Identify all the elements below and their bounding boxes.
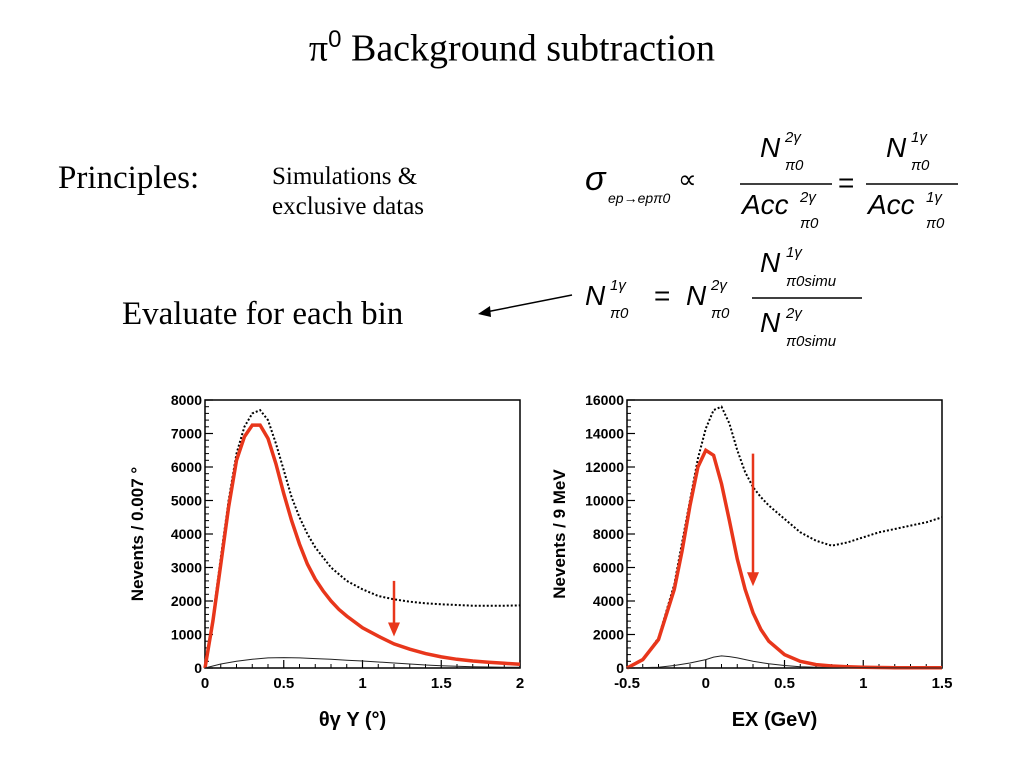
eq2-n-mid-sup: 2γ <box>710 277 728 294</box>
evaluate-text: Evaluate for each bin <box>122 296 404 332</box>
simulations-text: Simulations & exclusive datas <box>272 163 425 220</box>
y-tick-label: 2000 <box>593 627 624 643</box>
y-tick-label: 8000 <box>171 392 202 408</box>
y-tick-label: 10000 <box>585 493 624 509</box>
evaluate-arrow-head <box>478 306 491 317</box>
eq-n-num1: N <box>760 132 781 163</box>
principles-label: Principles: <box>58 160 200 196</box>
x-tick-label: 2 <box>516 675 524 692</box>
y-tick-label: 4000 <box>171 526 202 542</box>
y-tick-label: 6000 <box>593 560 624 576</box>
title-sup: 0 <box>328 26 342 53</box>
chart-frame-1 <box>626 399 943 669</box>
y-axis-label: Nevents / 0.007 ° <box>128 467 147 602</box>
y-tick-label: 2000 <box>171 593 202 609</box>
eq2-n-left-sub: π0 <box>610 305 629 322</box>
eq-n-num2-sup: 1γ <box>911 129 928 146</box>
y-tick-label: 8000 <box>593 526 624 542</box>
y-tick-label: 3000 <box>171 560 202 576</box>
eq2-n-num-sup: 1γ <box>786 244 803 261</box>
red-arrow-head <box>747 572 759 587</box>
eq-acc-den1-sup: 2γ <box>799 189 817 206</box>
y-tick-label: 6000 <box>171 459 202 475</box>
eq2-n-left: N <box>585 280 606 311</box>
eq-sigma: σ <box>585 160 607 198</box>
series-line-thin <box>626 655 943 669</box>
series-line-dotted <box>626 405 943 669</box>
eq-acc-den1-sub: π0 <box>800 215 819 232</box>
eq2-n-num-sub: π0simu <box>786 273 837 290</box>
y-tick-label: 1000 <box>171 627 202 643</box>
eq-equals1: = <box>838 167 854 198</box>
x-tick-label: 1.5 <box>932 675 953 692</box>
eq2-n-left-sup: 1γ <box>610 277 627 294</box>
y-tick-label: 0 <box>616 660 624 676</box>
y-tick-label: 12000 <box>585 459 624 475</box>
evaluate-arrow-line <box>485 294 573 313</box>
y-tick-label: 4000 <box>593 593 624 609</box>
series-line-solid <box>626 447 942 670</box>
x-tick-label: -0.5 <box>614 675 640 692</box>
series-line-thin <box>204 657 521 669</box>
y-tick-label: 16000 <box>585 392 624 408</box>
y-tick-label: 0 <box>194 660 202 676</box>
x-tick-label: 0 <box>201 675 209 692</box>
eq2-equals: = <box>654 280 670 311</box>
x-tick-label: 1 <box>358 675 366 692</box>
slide-title: π0 Background subtraction <box>0 26 1024 71</box>
eq-n-num2-sub: π0 <box>911 157 930 174</box>
eq-acc-den1: Acc <box>740 189 789 220</box>
eq2-n-den-sub: π0simu <box>786 333 837 350</box>
eq-acc-den2-sub: π0 <box>926 215 945 232</box>
eq2-n-num: N <box>760 247 781 278</box>
title-pi-symbol: π <box>308 27 329 70</box>
title-text: Background subtraction <box>341 27 716 70</box>
x-tick-label: 1.5 <box>431 675 452 692</box>
x-tick-label: 0.5 <box>273 675 294 692</box>
y-tick-label: 7000 <box>171 426 202 442</box>
eq-prop: ∝ <box>678 164 697 194</box>
eq2-n-mid-sub: π0 <box>711 305 730 322</box>
y-axis-label: Nevents / 9 MeV <box>550 469 569 599</box>
equations: σ ep→epπ0 ∝ N 2γ π0 Acc 2γ π0 = N 1γ π0 … <box>478 129 958 350</box>
eq-n-num1-sup: 2γ <box>784 129 802 146</box>
charts-area: 0 1000 2000 3000 4000 5000 6000 7000 8000 0 0.5 1 1.… <box>128 392 953 731</box>
x-axis-label: EX (GeV) <box>732 709 818 731</box>
eq-sigma-sub: ep→epπ0 <box>608 190 671 206</box>
eq2-n-den-sup: 2γ <box>785 305 803 322</box>
series-line-dotted <box>204 408 521 669</box>
eq-acc-den2: Acc <box>866 189 915 220</box>
red-arrow-head <box>388 622 400 637</box>
y-tick-label: 14000 <box>585 426 624 442</box>
eq-n-num1-sub: π0 <box>785 157 804 174</box>
y-tick-label: 5000 <box>171 493 202 509</box>
x-axis-label: θγ Y (°) <box>319 709 386 731</box>
x-tick-label: 0 <box>702 675 710 692</box>
eq-n-num2: N <box>886 132 907 163</box>
eq2-n-den: N <box>760 307 781 338</box>
series-line-solid <box>203 423 521 669</box>
x-tick-label: 0.5 <box>774 675 795 692</box>
eq-acc-den2-sup: 1γ <box>926 189 943 206</box>
x-tick-label: 1 <box>859 675 867 692</box>
eq2-n-mid: N <box>686 280 707 311</box>
